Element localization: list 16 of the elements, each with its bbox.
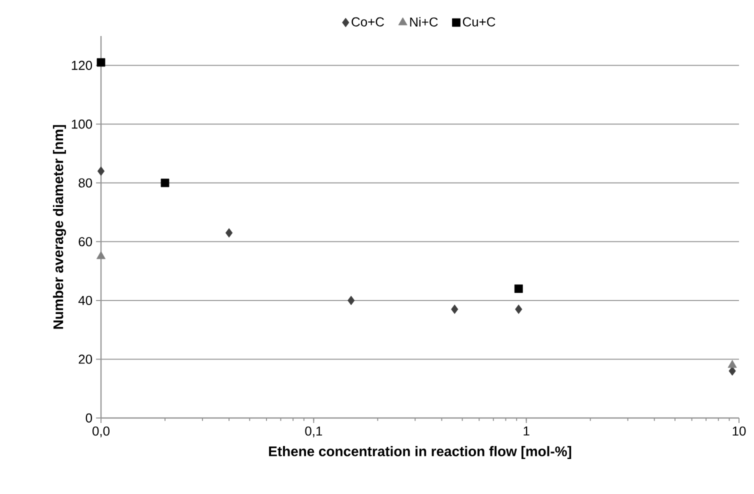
y-tick-label: 120	[72, 60, 92, 70]
y-tick-label: 20	[78, 354, 92, 364]
legend-label: Co+C	[352, 17, 384, 26]
x-tick-label: 1	[524, 426, 530, 436]
x-tick-label: 10	[732, 426, 746, 436]
y-tick-label: 100	[72, 120, 92, 129]
y-axis-title: Number average diameter [nm]	[52, 125, 66, 329]
x-tick-label: 0,1	[305, 426, 322, 438]
y-tick-label: 40	[78, 296, 92, 306]
x-axis-title: Ethene concentration in reaction flow [mol-%]	[269, 446, 572, 460]
legend-label: Cu+C	[462, 17, 496, 26]
legend-label: Ni+C	[410, 17, 438, 27]
y-tick-label: 0	[86, 413, 92, 423]
y-tick-label: 80	[78, 178, 92, 188]
x-tick-label: 0,0	[92, 426, 110, 438]
y-tick-label: 60	[78, 237, 92, 246]
